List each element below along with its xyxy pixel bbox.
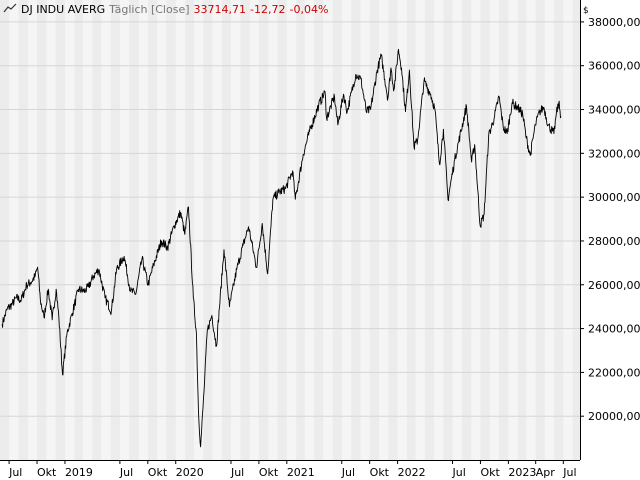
x-tick-label: Jul bbox=[119, 466, 133, 479]
y-tick-label: 32000,00 bbox=[588, 147, 640, 160]
x-axis-tick-labels: Jul Okt 2019 Jul Okt 2020 Jul Okt 2021 Jul Okt 2022… bbox=[8, 466, 576, 479]
month-band bbox=[572, 0, 580, 460]
x-tick-label: Jul bbox=[230, 466, 244, 479]
month-band bbox=[332, 0, 342, 460]
change-percent: -0,04% bbox=[289, 3, 329, 16]
y-tick-label: 20000,00 bbox=[588, 410, 640, 423]
y-tick-label: 34000,00 bbox=[588, 104, 640, 117]
y-axis-unit: $ bbox=[583, 6, 589, 16]
x-tick-label: 2021 bbox=[287, 466, 315, 479]
x-tick-label: Jul bbox=[341, 466, 355, 479]
month-band bbox=[424, 0, 435, 460]
month-band bbox=[498, 0, 509, 460]
series-line bbox=[1, 48, 562, 448]
x-tick-label: Okt bbox=[148, 466, 168, 479]
month-band bbox=[407, 0, 416, 460]
month-band bbox=[203, 0, 213, 460]
month-band bbox=[147, 0, 158, 460]
month-band bbox=[18, 0, 28, 460]
month-band bbox=[92, 0, 102, 460]
x-tick-label: Jul bbox=[452, 466, 466, 479]
month-band bbox=[74, 0, 83, 460]
interval-mode: Täglich [Close] bbox=[109, 3, 190, 16]
month-band bbox=[517, 0, 527, 460]
x-tick-label: 2023 bbox=[508, 466, 536, 479]
month-bands bbox=[0, 0, 580, 460]
line-chart-icon bbox=[3, 3, 17, 16]
x-tick-label: Okt bbox=[259, 466, 279, 479]
month-band bbox=[388, 0, 398, 460]
month-band bbox=[258, 0, 269, 460]
y-tick-label: 38000,00 bbox=[588, 16, 640, 29]
month-band bbox=[369, 0, 380, 460]
month-band bbox=[277, 0, 287, 460]
x-tick-label: Okt bbox=[480, 466, 500, 479]
month-band bbox=[55, 0, 65, 460]
y-tick-label: 22000,00 bbox=[588, 366, 640, 379]
month-band bbox=[554, 0, 564, 460]
month-band bbox=[296, 0, 305, 460]
y-axis-tick-labels: 20000,00 22000,00 24000,00 26000,00 28000,00… bbox=[588, 16, 640, 423]
month-band bbox=[110, 0, 120, 460]
x-tick-label: Okt bbox=[370, 466, 390, 479]
x-tick-label: Jul bbox=[562, 466, 576, 479]
y-tick-label: 30000,00 bbox=[588, 191, 640, 204]
last-value: 33714,71 bbox=[193, 3, 247, 16]
x-tick-label: Okt bbox=[37, 466, 57, 479]
y-tick-label: 28000,00 bbox=[588, 235, 640, 248]
axes bbox=[0, 0, 581, 461]
legend: DJ INDU AVERG Täglich [Close] 33714,71 -… bbox=[3, 3, 328, 16]
x-tick-label: Apr bbox=[536, 466, 556, 479]
month-band bbox=[240, 0, 250, 460]
x-tick-label: 2019 bbox=[65, 466, 93, 479]
plot-background bbox=[0, 0, 580, 460]
month-band bbox=[351, 0, 361, 460]
month-band bbox=[37, 0, 47, 460]
month-band bbox=[461, 0, 472, 460]
y-tick-label: 24000,00 bbox=[588, 323, 640, 336]
month-band bbox=[443, 0, 453, 460]
month-band bbox=[0, 0, 10, 460]
y-tick-label: 36000,00 bbox=[588, 60, 640, 73]
month-band bbox=[166, 0, 176, 460]
x-tick-label: Jul bbox=[8, 466, 22, 479]
y-tick-label: 26000,00 bbox=[588, 279, 640, 292]
grid-lines bbox=[0, 21, 584, 464]
month-band bbox=[129, 0, 139, 460]
month-band bbox=[314, 0, 324, 460]
x-tick-label: 2020 bbox=[176, 466, 204, 479]
instrument-name: DJ INDU AVERG bbox=[21, 3, 106, 16]
month-band bbox=[535, 0, 545, 460]
month-band bbox=[480, 0, 490, 460]
month-band bbox=[221, 0, 231, 460]
x-tick-label: 2022 bbox=[398, 466, 426, 479]
change-value: -12,72 bbox=[250, 3, 286, 16]
